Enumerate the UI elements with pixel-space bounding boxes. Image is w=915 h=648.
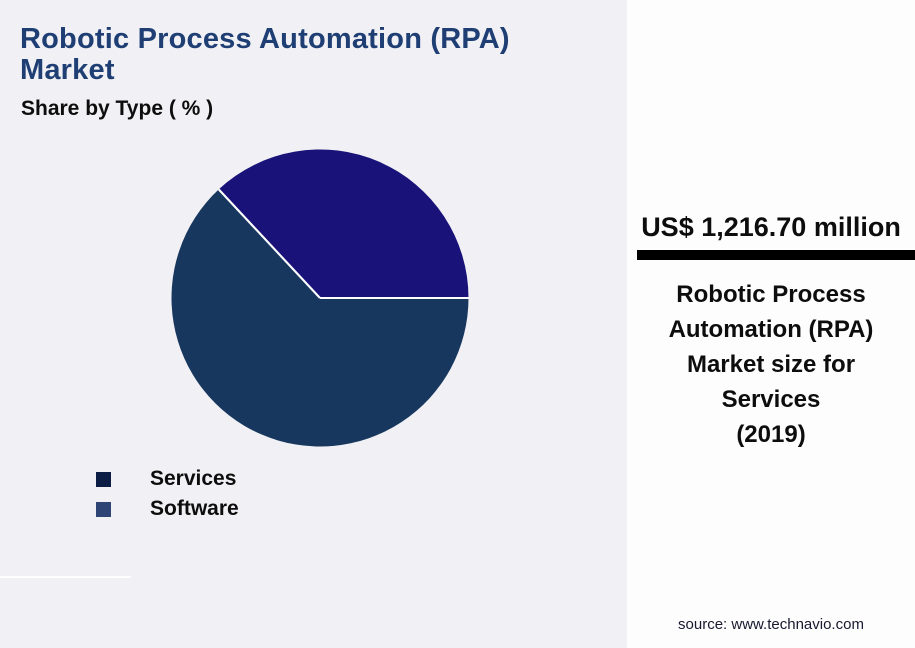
legend-label-services: Services bbox=[150, 467, 237, 490]
legend-item-services: Services bbox=[96, 464, 239, 494]
callout-panel: US$ 1,216.70 million Robotic Process Aut… bbox=[627, 0, 915, 648]
page-title: Robotic Process Automation (RPA) Market bbox=[20, 23, 510, 86]
pie-chart bbox=[170, 148, 470, 448]
pie-chart-svg bbox=[171, 149, 469, 447]
legend-swatch-services-icon bbox=[96, 471, 111, 487]
source-attribution: source: www.technavio.com bbox=[678, 616, 864, 633]
legend: Services Software bbox=[96, 464, 239, 524]
pie-slice-software bbox=[218, 149, 469, 298]
pie-divider-upper-left bbox=[217, 188, 321, 299]
legend-label-software: Software bbox=[150, 497, 239, 520]
callout-divider-bar bbox=[637, 250, 915, 260]
pie-slice-services bbox=[171, 189, 469, 447]
market-size-description: Robotic Process Automation (RPA) Market … bbox=[668, 281, 874, 448]
chart-subtitle: Share by Type ( % ) bbox=[21, 97, 214, 120]
decorative-divider-line bbox=[0, 576, 131, 578]
legend-swatch-software-icon bbox=[96, 501, 111, 517]
market-size-value: US$ 1,216.70 million bbox=[641, 212, 901, 242]
legend-item-software: Software bbox=[96, 494, 239, 524]
